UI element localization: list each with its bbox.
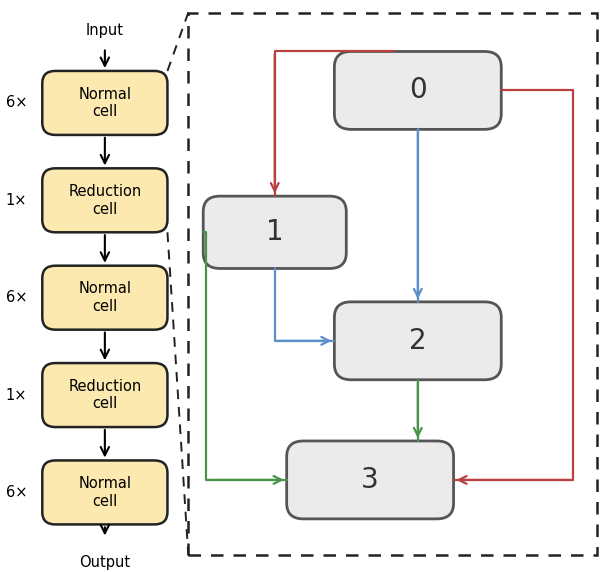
Text: 1×: 1× [6, 388, 27, 403]
FancyBboxPatch shape [42, 363, 167, 427]
FancyBboxPatch shape [42, 71, 167, 135]
FancyBboxPatch shape [42, 265, 167, 329]
FancyBboxPatch shape [335, 51, 501, 129]
Bar [188, 13, 597, 555]
Text: Normal
cell: Normal cell [79, 281, 131, 314]
Text: Reduction
cell: Reduction cell [68, 184, 141, 217]
FancyBboxPatch shape [42, 168, 167, 232]
FancyBboxPatch shape [203, 196, 346, 268]
Text: 3: 3 [361, 466, 379, 494]
Text: Output: Output [79, 555, 130, 570]
FancyBboxPatch shape [287, 441, 454, 519]
Text: Input: Input [86, 22, 124, 38]
Text: Normal
cell: Normal cell [79, 87, 131, 119]
Text: 6×: 6× [6, 96, 27, 110]
FancyBboxPatch shape [335, 302, 501, 380]
Text: Reduction
cell: Reduction cell [68, 379, 141, 411]
Text: 2: 2 [409, 327, 426, 355]
Text: 1×: 1× [6, 193, 27, 208]
Text: 6×: 6× [6, 485, 27, 500]
Text: 0: 0 [409, 77, 426, 105]
Text: 6×: 6× [6, 290, 27, 305]
FancyBboxPatch shape [42, 460, 167, 525]
Text: 1: 1 [266, 219, 283, 247]
Text: Normal
cell: Normal cell [79, 476, 131, 509]
